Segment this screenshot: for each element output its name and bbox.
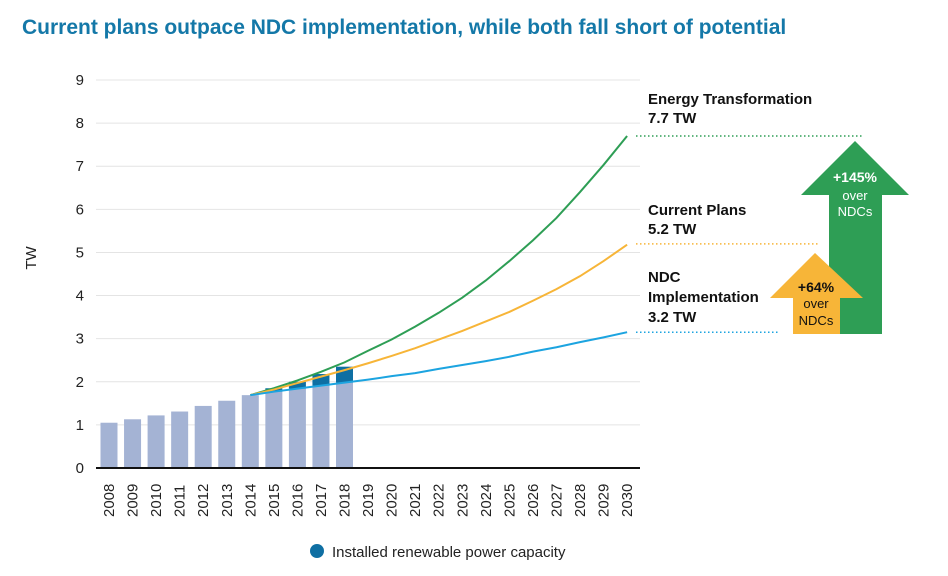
series-value-label: 3.2 TW: [648, 309, 697, 326]
arrow-text: over: [842, 188, 868, 203]
legend-marker-icon: [310, 544, 324, 558]
bar: [265, 391, 283, 468]
x-tick-label: 2020: [384, 484, 401, 517]
y-axis-label: TW: [23, 246, 40, 270]
y-tick-label: 9: [76, 72, 84, 89]
y-tick-label: 6: [76, 201, 84, 218]
bar-highlight: [312, 374, 330, 386]
x-tick-label: 2014: [242, 484, 259, 517]
x-tick-label: 2023: [454, 484, 471, 517]
chart-title: Current plans outpace NDC implementation…: [22, 16, 787, 39]
series-value-label: 7.7 TW: [648, 110, 697, 127]
y-tick-label: 2: [76, 374, 84, 391]
bar: [100, 422, 118, 468]
y-tick-label: 4: [76, 288, 84, 305]
bar: [336, 382, 353, 468]
y-tick-label: 0: [76, 460, 84, 477]
arrow-text: NDCs: [799, 313, 834, 328]
series-line-1: [250, 243, 628, 397]
x-tick-label: 2028: [572, 484, 589, 517]
bar: [171, 411, 189, 468]
x-tick-label: 2009: [125, 484, 142, 517]
x-tick-label: 2019: [360, 484, 377, 517]
series-line-2: [250, 331, 628, 397]
x-tick-label: 2016: [289, 484, 306, 517]
arrow-value: +64%: [798, 279, 835, 295]
legend-label: Installed renewable power capacity: [332, 544, 566, 561]
series-line-0: [250, 135, 628, 397]
x-tick-label: 2021: [407, 484, 424, 517]
y-tick-label: 8: [76, 115, 84, 132]
series-label: Energy Transformation: [648, 91, 812, 108]
x-tick-label: 2030: [619, 484, 636, 517]
x-tick-label: 2018: [337, 484, 354, 517]
y-tick-label: 3: [76, 331, 84, 348]
bar: [312, 385, 330, 468]
x-tick-label: 2027: [548, 484, 565, 517]
bar-highlight: [288, 381, 306, 389]
x-tick-label: 2015: [266, 484, 283, 517]
x-tick-label: 2024: [478, 484, 495, 517]
x-tick-label: 2008: [101, 484, 118, 517]
series-label: NDC: [648, 269, 681, 286]
x-tick-label: 2029: [596, 484, 613, 517]
series-value-label: 5.2 TW: [648, 221, 697, 238]
x-tick-label: 2022: [431, 484, 448, 517]
arrow-value: +145%: [833, 169, 878, 185]
bar: [241, 395, 259, 468]
x-tick-label: 2010: [148, 484, 165, 517]
series-label: Current Plans: [648, 202, 746, 219]
x-tick-label: 2025: [501, 484, 518, 517]
arrow-text: NDCs: [838, 204, 873, 219]
y-tick-label: 7: [76, 158, 84, 175]
arrow-64-icon: [770, 253, 863, 334]
series-label: Implementation: [648, 289, 759, 306]
bar: [124, 419, 142, 468]
bar: [147, 415, 165, 468]
y-tick-label: 5: [76, 244, 84, 261]
bar: [218, 400, 236, 468]
x-tick-label: 2011: [172, 485, 189, 517]
x-tick-label: 2013: [219, 484, 236, 517]
x-tick-label: 2012: [195, 484, 212, 517]
bar: [288, 388, 306, 468]
bar: [194, 405, 212, 468]
x-tick-label: 2026: [525, 484, 542, 517]
y-tick-label: 1: [76, 417, 84, 434]
x-tick-label: 2017: [313, 484, 330, 517]
arrow-text: over: [803, 296, 829, 311]
arrow-145-icon: [801, 141, 909, 334]
